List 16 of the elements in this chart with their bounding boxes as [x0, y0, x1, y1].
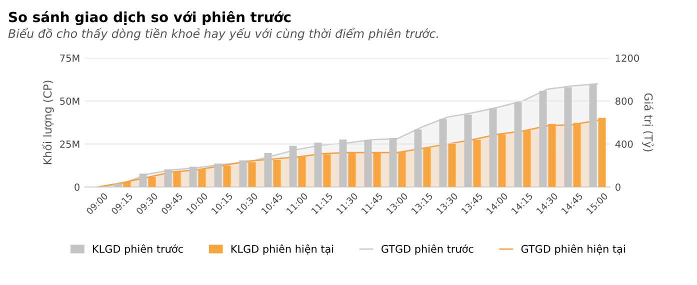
y-tick-label: 50M [60, 97, 80, 105]
chart-subtitle: Biểu đồ cho thấy dòng tiền khoẻ hay yếu với cùng thời điểm phiên trước. [8, 28, 438, 40]
legend-label: KLGD phiên trước [93, 244, 183, 255]
y-tick-label: 75M [60, 54, 80, 62]
y2-tick-label: 0 [616, 183, 620, 191]
y2-tick-label: 400 [615, 140, 633, 148]
y2-axis-title: Giá trị (Tỷ) [642, 93, 654, 152]
legend-label: KLGD phiên hiện tại [231, 244, 334, 255]
chart-title: So sánh giao dịch so với phiên trước [8, 10, 291, 26]
y-axis-title: Khối lượng (CP) [42, 80, 54, 164]
legend-label: GTGD phiên hiện tại [521, 244, 625, 255]
legend-label: GTGD phiên trước [382, 244, 474, 255]
y-tick-label: 25M [60, 140, 80, 148]
y2-tick-label: 800 [616, 97, 633, 105]
y-tick-label: 0 [74, 183, 80, 191]
y2-tick-label: 1200 [616, 54, 639, 62]
